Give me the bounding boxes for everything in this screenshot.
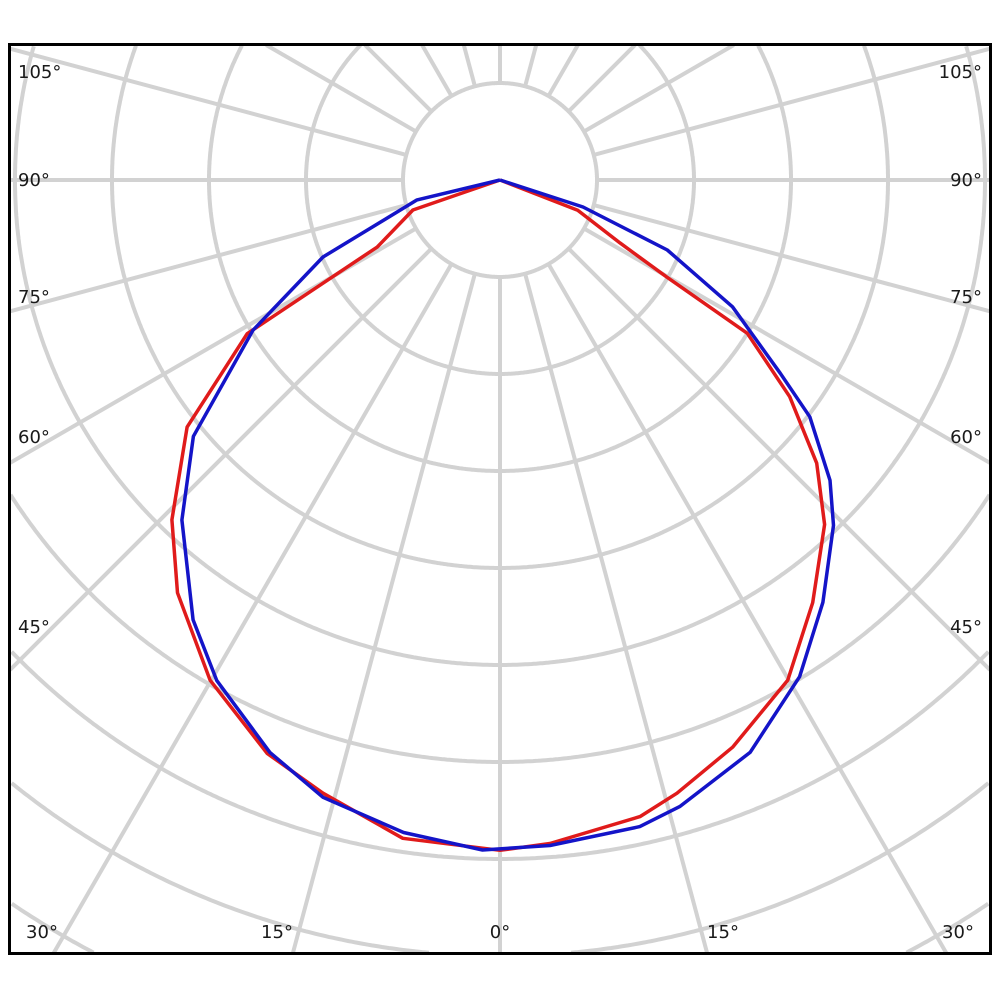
angle-label: 15° [707, 922, 739, 943]
grid-radial-line [593, 46, 990, 157]
grid-radial-line [420, 45, 454, 97]
grid-radial-line [461, 45, 477, 87]
grid-radial-line [567, 45, 637, 113]
grid-radial-line [582, 45, 735, 134]
grid-radial-line [10, 203, 407, 314]
angle-label: 75° [950, 287, 982, 308]
grid-ring [10, 902, 990, 953]
angle-label: 60° [950, 427, 982, 448]
angle-labels-left: 105° 90° 75° 60° 45° [18, 62, 61, 638]
angle-label: 30° [26, 922, 58, 943]
angle-label: 75° [18, 287, 50, 308]
angle-label: 90° [950, 170, 982, 191]
angle-label: 45° [18, 617, 50, 638]
grid-radial-line [593, 203, 990, 314]
series-red-curve [170, 178, 827, 853]
grid-radial-line [523, 273, 710, 953]
angle-label: 105° [939, 62, 982, 83]
angle-label: 30° [942, 922, 974, 943]
grid-radial-line [546, 45, 580, 97]
grid-ring [10, 781, 990, 953]
grid-radial-line [546, 262, 949, 953]
series-blue-curve [180, 178, 836, 852]
angle-label: 90° [18, 170, 50, 191]
angle-label: 105° [18, 62, 61, 83]
chart-frame [8, 43, 992, 955]
grid-radial-line [290, 273, 477, 953]
grid-radial-line [363, 45, 433, 113]
angle-label: 45° [950, 617, 982, 638]
grid-radial-line [265, 45, 418, 134]
angle-label: 0° [490, 922, 510, 943]
series-group [170, 178, 836, 853]
grid-ring [10, 650, 990, 861]
grid-radial-line [523, 45, 539, 87]
grid-ring [110, 45, 890, 570]
angle-labels-right: 105° 90° 75° 60° 45° [939, 62, 982, 638]
grid-ring [304, 45, 696, 376]
angle-label: 60° [18, 427, 50, 448]
grid-radial-line [10, 46, 407, 157]
angle-labels-bottom: 30° 15° 0° 15° 30° [26, 922, 974, 943]
grid-radial-line [51, 262, 454, 953]
grid-ring [13, 45, 987, 667]
grid-radial-line [10, 247, 433, 672]
grid-radial-line [567, 247, 990, 672]
angle-label: 15° [261, 922, 293, 943]
